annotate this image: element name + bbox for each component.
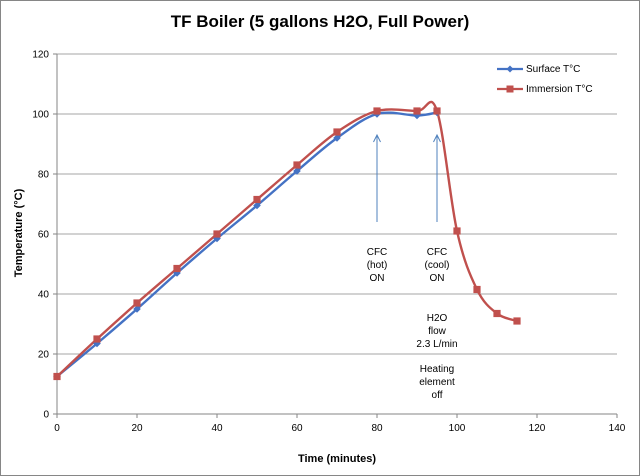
point-surface-6 <box>293 167 301 175</box>
annotation-h2o-flow-line-2: 2.3 L/min <box>416 339 457 350</box>
legend-item-immersion: Immersion T°C <box>497 84 593 95</box>
point-immersion-3 <box>173 264 181 273</box>
annotation-heating-off-line-2: off <box>432 390 443 401</box>
annotation-cfc-cool-line-1: (cool) <box>424 260 449 271</box>
annotation-layer: CFC (hot) ON CFC (cool) ON H2O flow 2.3 L/min Hea… <box>367 133 458 401</box>
x-tick-label-60: 60 <box>291 423 303 434</box>
x-tick-label-140: 140 <box>609 423 626 434</box>
legend-surface-marker <box>506 65 514 73</box>
y-tick-label-60: 60 <box>38 230 50 241</box>
y-tick-label-20: 20 <box>38 350 50 361</box>
point-immersion-2 <box>133 299 141 307</box>
annotation-cfc-hot-line-2: ON <box>370 273 385 284</box>
annotation-cfc-cool-line-2: ON <box>430 273 445 284</box>
x-axis-label: Time (minutes) <box>298 453 376 465</box>
annotation-cfc-hot-line-1: (hot) <box>367 260 388 271</box>
arrowhead-cfc-hot <box>373 133 381 143</box>
x-tick-label-40: 40 <box>211 423 223 434</box>
legend: Surface T°C Immersion T°C <box>497 64 593 95</box>
legend-item-surface: Surface T°C <box>497 64 580 75</box>
point-immersion-11 <box>453 227 461 235</box>
point-surface-7 <box>333 134 341 142</box>
annotation-heating-off-line-0: Heating <box>420 364 454 375</box>
annotation-heating-off-line-1: element <box>419 377 455 388</box>
x-tick-label-0: 0 <box>54 423 60 434</box>
y-axis-label: Temperature (°C) <box>13 188 25 277</box>
point-immersion-14 <box>513 317 521 325</box>
annotation-h2o-flow-line-1: flow <box>428 326 447 337</box>
series-line-immersion <box>56 100 518 378</box>
x-tick-label-100: 100 <box>449 423 466 434</box>
point-immersion-13 <box>493 309 501 318</box>
point-surface-5 <box>253 201 261 210</box>
point-immersion-0 <box>53 372 61 381</box>
point-immersion-12 <box>473 285 481 294</box>
arrowhead-cfc-cool <box>433 133 441 143</box>
point-immersion-1 <box>93 335 101 343</box>
point-immersion-7 <box>333 128 341 136</box>
y-tick-label-120: 120 <box>32 50 49 61</box>
chart-title: TF Boiler (5 gallons H2O, Full Power) <box>171 12 469 31</box>
legend-surface-label: Surface T°C <box>526 64 580 75</box>
y-tick-label-40: 40 <box>38 290 50 301</box>
point-immersion-5 <box>253 195 261 204</box>
legend-immersion-label: Immersion T°C <box>526 84 593 95</box>
y-tick-label-80: 80 <box>38 170 50 181</box>
point-immersion-6 <box>293 161 301 169</box>
legend-immersion-marker <box>506 85 514 93</box>
series-layer <box>53 100 521 381</box>
point-immersion-8 <box>373 107 381 115</box>
point-immersion-9 <box>413 107 421 115</box>
annotation-cfc-hot-line-0: CFC <box>367 247 388 258</box>
grid-layer <box>57 53 617 355</box>
point-immersion-4 <box>213 230 221 238</box>
y-tick-label-100: 100 <box>32 110 49 121</box>
y-tick-label-0: 0 <box>43 410 49 421</box>
point-immersion-10 <box>433 107 441 115</box>
annotation-h2o-flow-line-0: H2O <box>427 313 448 324</box>
x-tick-label-20: 20 <box>131 423 143 434</box>
x-tick-label-80: 80 <box>371 423 383 434</box>
annotation-cfc-cool-line-0: CFC <box>427 247 448 258</box>
tick-layer: 0 20 40 60 80 100 120 0 20 40 60 80 100 120 140 <box>32 50 625 435</box>
x-tick-label-120: 120 <box>529 423 546 434</box>
point-surface-2 <box>133 305 141 313</box>
